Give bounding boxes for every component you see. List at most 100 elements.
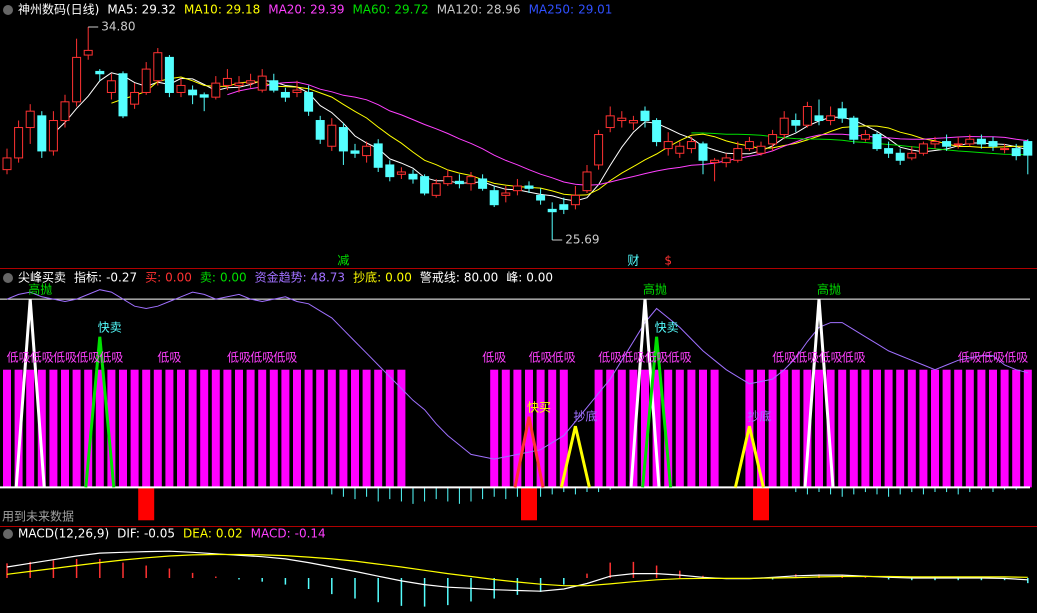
low-buy-label: 低吸 [958,351,982,365]
event-marker: $ [664,254,672,268]
signal-label: 高抛 [28,282,52,297]
signal-label: 抄底 [747,409,771,424]
low-buy-label: 低吸 [645,351,669,365]
signal-bar [61,369,69,488]
candle-body [536,194,546,201]
signal-bar [200,369,209,488]
signal-bar [896,369,905,488]
candle-body [396,171,406,175]
candle-body [130,91,140,105]
candle-body [1023,141,1033,156]
menu-icon [3,529,13,539]
candle-body [930,141,940,145]
candle-body [14,127,24,159]
candle-body [304,91,314,112]
legend-value: 0.00 [220,271,247,285]
candle-body [663,141,673,150]
signal-bar [258,369,267,488]
candle-body [640,110,650,122]
low-buy-label: 低吸 [7,351,31,365]
signal-spike [84,336,116,488]
candle-body [431,183,441,196]
panel-title: MACD(12,26,9) [18,527,109,541]
candle-body [246,80,256,84]
candle-body [199,94,209,98]
candle-body [257,75,267,91]
signal-bar [269,369,278,488]
ma-line [691,132,1028,156]
signal-bar [362,369,371,488]
candle-body [211,82,221,98]
signal-bar [629,369,638,488]
signal-bar [49,369,58,488]
signal-bar [768,369,777,488]
legend-name: MA250: [529,3,575,17]
candle-body [83,49,93,56]
low-buy-label: 低吸 [668,351,692,365]
candle-body [582,171,592,192]
signal-bar [548,369,557,488]
legend-name: 抄底: [353,270,381,285]
signal-spike [14,298,46,488]
sell-bar [138,487,155,521]
candle-body [188,89,198,96]
legend-name: 峰: [506,271,522,285]
candle-body [37,115,47,152]
candle-body [478,178,488,189]
legend-value: 29.39 [310,3,344,17]
candle-body [570,194,580,206]
dea-line [6,553,1028,587]
signal-bar [687,369,696,488]
candle-body [315,120,325,140]
annotation-label: 34.80 [101,20,135,34]
signal-bar [873,369,881,488]
legend-value: -0.14 [295,527,326,541]
legend-name: 资金趋势: [255,270,307,285]
ma-line [227,81,1028,186]
candle-body [617,117,627,122]
candle-body [141,68,151,93]
candle-body [269,80,279,91]
legend-value: 0.00 [165,271,192,285]
candle-body [420,176,430,194]
legend-name: MA20: [268,3,306,17]
signal-bar [513,369,522,488]
candle-body [976,138,986,145]
candle-body [768,134,778,145]
signal-bar [501,369,510,488]
candle-body [895,152,905,161]
candle-body [72,56,82,103]
low-buy-label: 低吸 [529,351,553,365]
signal-bar [177,369,185,488]
panel-title: 尖峰买卖 [18,271,66,285]
signal-bar [84,369,93,488]
signal-bar [977,369,986,488]
signal-bar [826,369,835,488]
signal-bar [664,369,673,488]
legend-name: 买: [145,271,161,285]
signal-bar [699,369,707,488]
low-buy-label: 低吸 [273,351,297,365]
signal-bar [339,369,348,488]
signal-bar [594,369,603,488]
candle-body [826,115,836,122]
candle-body [443,176,453,185]
signal-bar [675,369,684,488]
candle-body [988,141,998,147]
legend-value: 29.32 [142,3,176,17]
candle-body [512,185,522,192]
low-buy-label: 低吸 [99,351,123,365]
low-buy-label: 低吸 [552,351,576,365]
candle-body [408,173,418,180]
signal-bar [942,369,951,488]
signal-label: 高抛 [817,282,841,297]
legend-name: 警戒线: [420,270,460,285]
signal-spike [629,298,661,488]
low-buy-label: 低吸 [53,351,77,365]
candle-body [942,141,952,147]
low-buy-label: 低吸 [842,351,866,365]
annotation-label: 25.69 [565,233,599,247]
signal-bar [780,369,789,488]
signal-bar [223,369,232,488]
